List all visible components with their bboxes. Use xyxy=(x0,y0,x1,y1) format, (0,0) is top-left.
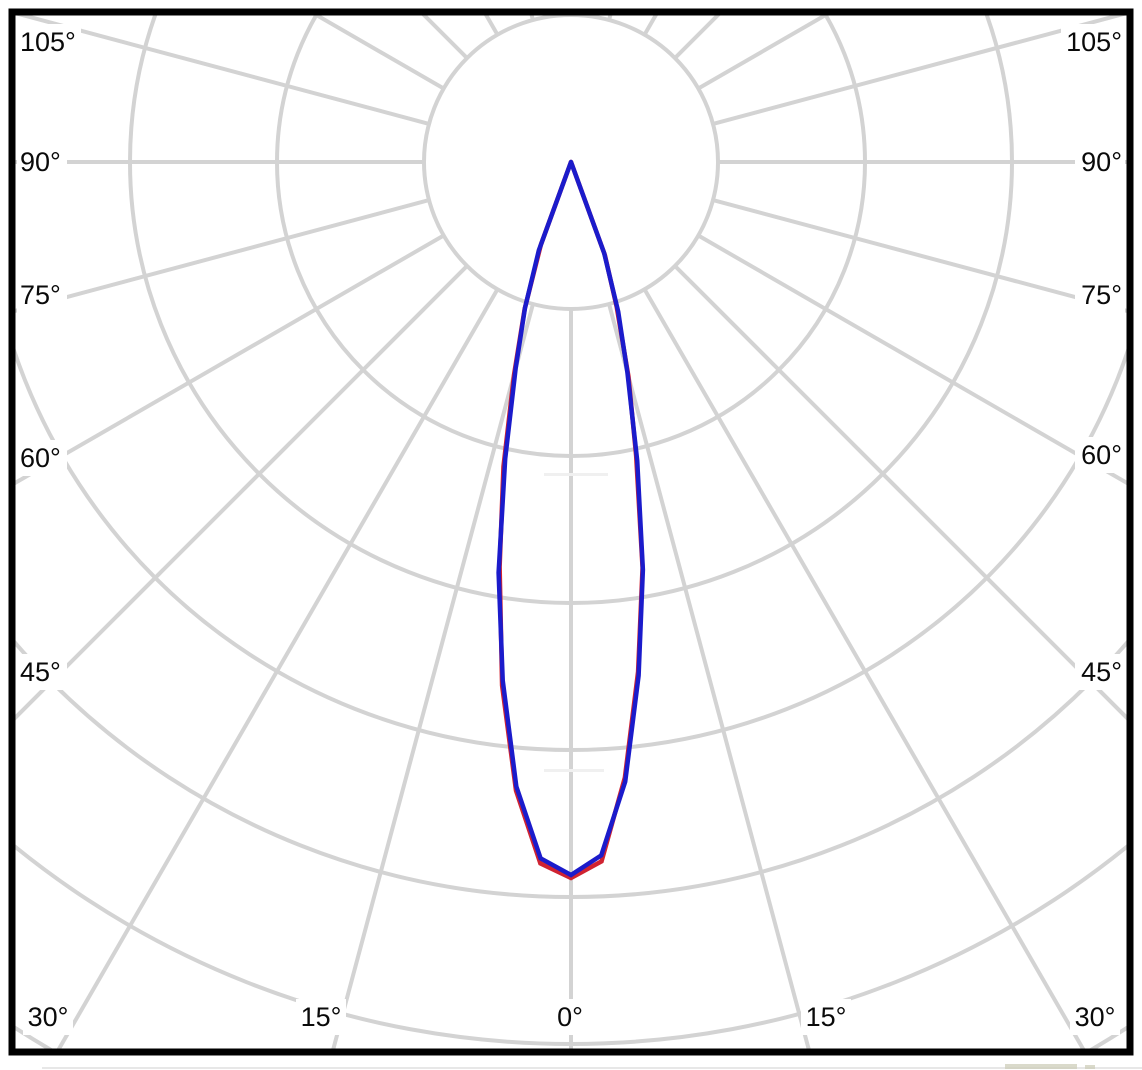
angle-label-box xyxy=(296,999,346,1035)
angle-label-box xyxy=(23,999,73,1035)
angle-label: 105° xyxy=(1066,27,1122,57)
angle-label: 90° xyxy=(20,147,61,177)
angle-label-box xyxy=(17,277,67,313)
grid-spoke xyxy=(15,233,445,486)
angle-label: 30° xyxy=(28,1002,69,1032)
angle-label-box xyxy=(17,654,67,690)
angle-label: 45° xyxy=(1081,657,1122,687)
grid-spoke xyxy=(56,288,500,1049)
grid-spoke xyxy=(697,233,1127,486)
angle-label: 45° xyxy=(20,657,61,687)
bottom-right-smudge xyxy=(1005,1064,1077,1069)
angle-label-box xyxy=(1070,999,1120,1035)
angle-label-box xyxy=(1075,144,1125,180)
curve-blue xyxy=(496,159,646,878)
angle-label: 15° xyxy=(806,1002,847,1032)
faint-artifact-bar xyxy=(544,769,604,772)
angle-label-box xyxy=(1075,277,1125,313)
grid-spoke xyxy=(642,288,1086,1049)
grid-spoke xyxy=(15,198,430,313)
angle-label: 105° xyxy=(20,27,76,57)
angle-label: 30° xyxy=(1075,1002,1116,1032)
grid-spoke xyxy=(712,15,1126,126)
grid-spoke xyxy=(16,15,430,126)
faint-artifact-bar xyxy=(544,473,608,476)
angle-label: 75° xyxy=(1081,280,1122,310)
angle-label-box xyxy=(17,440,67,476)
angle-label: 0° xyxy=(557,1002,583,1032)
chart-frame-border xyxy=(8,8,1134,1056)
angle-label: 15° xyxy=(301,1002,342,1032)
angle-label-box xyxy=(1075,654,1125,690)
angle-label-box xyxy=(552,999,588,1035)
angle-label-box xyxy=(801,999,851,1035)
angle-label: 75° xyxy=(20,280,61,310)
angle-label-box xyxy=(17,24,81,60)
grid-spoke xyxy=(673,264,1127,721)
angle-label-box xyxy=(1061,24,1125,60)
grid-spoke xyxy=(331,303,535,1049)
angle-label-box xyxy=(17,144,67,180)
angle-label: 60° xyxy=(20,443,61,473)
grid-spoke xyxy=(607,303,811,1049)
angle-label-box xyxy=(1075,437,1125,473)
grid-spoke xyxy=(712,198,1127,313)
angle-label: 90° xyxy=(1081,147,1122,177)
angle-label: 60° xyxy=(1081,440,1122,470)
bottom-right-smudge xyxy=(1085,1065,1095,1069)
grid-spoke xyxy=(15,264,469,721)
